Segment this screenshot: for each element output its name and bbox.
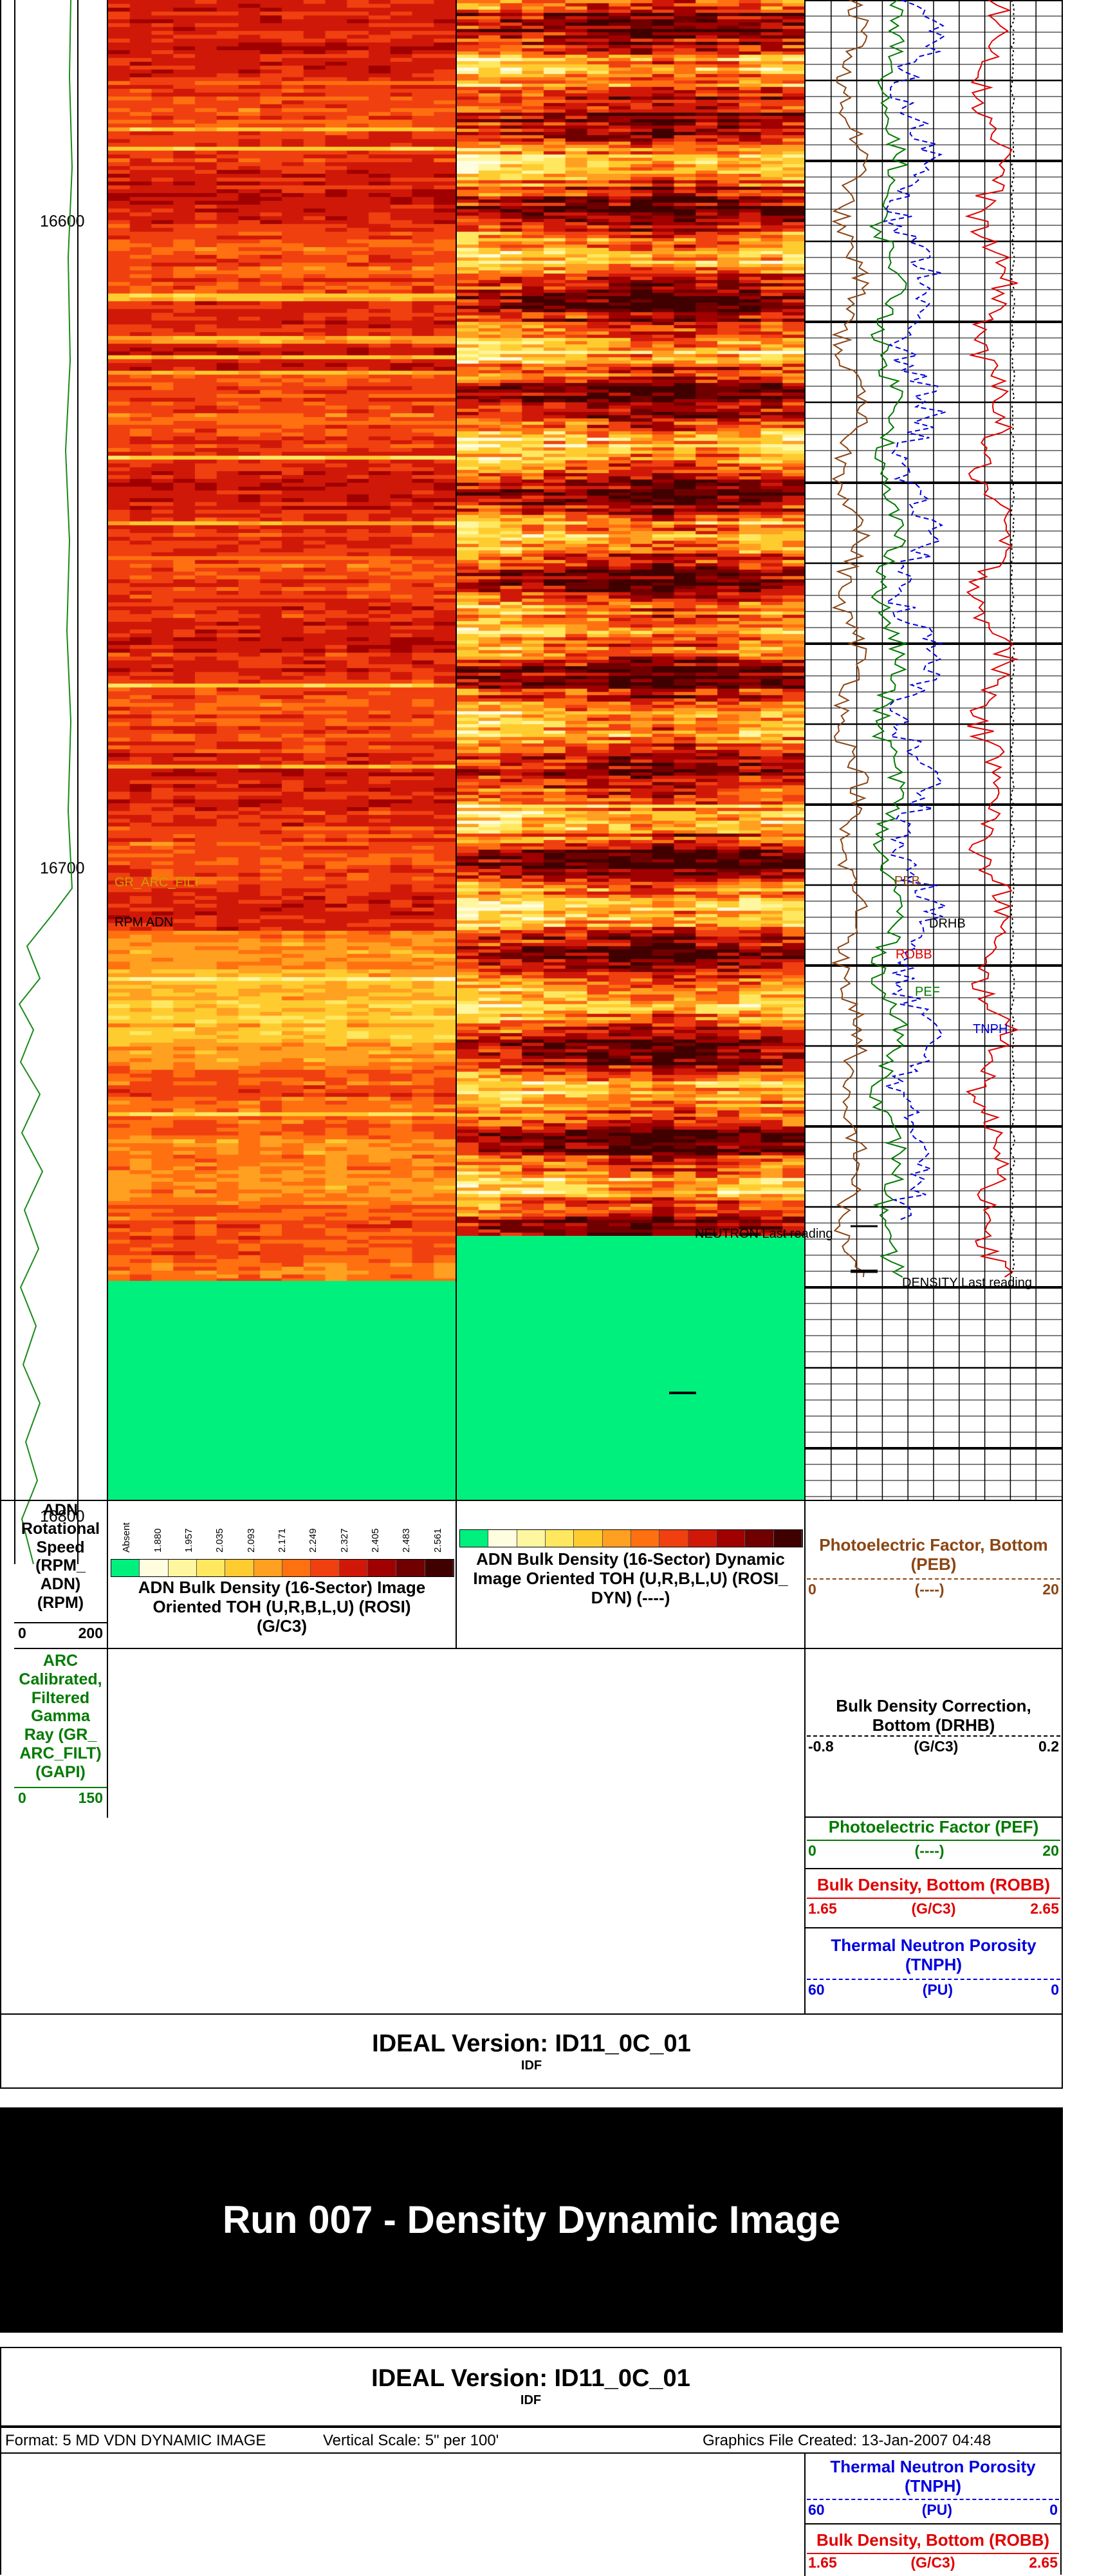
legend-pef: Photoelectric Factor (PEF) 0 (----) 20	[806, 1817, 1062, 1876]
legend-rosi-colorbar	[111, 1559, 454, 1577]
rosi-tick-label: 1.880	[152, 1528, 163, 1553]
rosi-tick-label: 1.957	[183, 1528, 194, 1553]
header2-format: Format: 5 MD VDN DYNAMIC IMAGE	[5, 2432, 266, 2449]
legend-drhb-scale: -0.8 (G/C3) 0.2	[808, 1738, 1059, 1755]
annotation-peb: PEB	[894, 874, 921, 888]
legend-rosi-title: ADN Bulk Density (16-Sector) Image Orien…	[138, 1578, 426, 1636]
rosi-tick-label: Absent	[121, 1522, 133, 1553]
legend-robb: Bulk Density, Bottom (ROBB) 1.65 (G/C3) 2.…	[806, 1869, 1062, 1927]
annotation-pef: PEF	[915, 985, 940, 999]
legend-robb-scale: 1.65 (G/C3) 2.65	[808, 1900, 1059, 1917]
annotation-rpm-adn: RPM ADN	[115, 915, 174, 929]
legend-gr-scale: 0 150	[18, 1789, 103, 1806]
annotation-tnph: TNPH	[973, 1022, 1008, 1036]
rosi-dynamic-image: NEUTRON Last reading	[457, 0, 833, 1500]
header2-created: Graphics File Created: 13-Jan-2007 04:48	[703, 2432, 991, 2449]
annotation-density-last: DENSITY Last reading	[902, 1276, 1032, 1290]
legend-tnph-title: Thermal Neutron Porosity (TNPH)	[831, 1936, 1037, 1974]
header2-version: IDEAL Version: ID11_0C_01	[371, 2365, 690, 2392]
annotation-neutron-last: NEUTRON Last reading	[695, 1227, 833, 1241]
rpm-curve	[18, 0, 73, 1564]
rosi-static-image: GR_ARC_FILT RPM ADN	[108, 0, 456, 1500]
legend-pef-title: Photoelectric Factor (PEF)	[828, 1817, 1039, 1836]
rosi-tick-label: 2.249	[308, 1528, 319, 1553]
legend-rosi-ticks: Absent 1.880 1.957 2.035 2.093 2.171 2.249 2.32…	[108, 1501, 456, 1558]
footer-version-sub: IDF	[521, 2058, 542, 2073]
curve-track: PEB DRHB ROBB PEF TNPH DENSITY Last read…	[806, 0, 1062, 1500]
run-banner: Run 007 - Density Dynamic Image	[0, 2107, 1063, 2333]
header2-legend-tnph: Thermal Neutron Porosity (TNPH) 60 (PU) 0	[806, 2455, 1060, 2518]
rosi-tick-label: 2.035	[214, 1528, 226, 1553]
header2-version-sub: IDF	[520, 2393, 542, 2407]
legend-tnph-scale: 60 (PU) 0	[808, 1981, 1059, 1998]
run-banner-title: Run 007 - Density Dynamic Image	[222, 2198, 841, 2241]
rosi-tick-label: 2.327	[338, 1528, 350, 1553]
depth-label-16600: 16600	[40, 212, 85, 230]
rosi-tick-label: 2.561	[432, 1528, 443, 1553]
rosi-tick-label: 2.405	[370, 1528, 382, 1553]
legend-rosi: Absent 1.880 1.957 2.035 2.093 2.171 2.249 2.32…	[108, 1501, 456, 1648]
rosi-absent-zone	[108, 1281, 456, 1500]
legend-gr-title: ARC Calibrated, Filtered Gamma Ray (GR_ …	[19, 1652, 102, 1781]
rosi-tick-label: 2.171	[277, 1528, 288, 1553]
legend-drhb: Bulk Density Correction, Bottom (DRHB) -…	[806, 1649, 1062, 1816]
depth-label-16700: 16700	[40, 859, 85, 877]
legend-drhb-title: Bulk Density Correction, Bottom (DRHB)	[836, 1696, 1031, 1735]
legend-tnph: Thermal Neutron Porosity (TNPH) 60 (PU) 0	[806, 1928, 1062, 2006]
header2-scale: Vertical Scale: 5" per 100'	[323, 2432, 499, 2449]
legend-peb: Photoelectric Factor, Bottom (PEB) 0 (---…	[806, 1501, 1062, 1648]
legend-rosi-dyn: ADN Bulk Density (16-Sector) Dynamic Ima…	[457, 1501, 804, 1648]
depth-track: 16600 16700 16800	[14, 0, 85, 1564]
header2-legend-robb: Bulk Density, Bottom (ROBB) 1.65 (G/C3) 2.…	[807, 2530, 1059, 2571]
footer-version-box: IDEAL Version: ID11_0C_01 IDF	[0, 2015, 1063, 2089]
annotation-gr-arc-filt: GR_ARC_FILT	[115, 875, 201, 890]
rosi-tick-label: 2.093	[245, 1528, 257, 1553]
annotation-drhb: DRHB	[929, 917, 966, 931]
legend-rpm-title: ADN Rotational Speed (RPM_ ADN) (RPM)	[21, 1501, 100, 1612]
legend-peb-scale: 0 (----) 20	[808, 1581, 1059, 1598]
header2-box: IDEAL Version: ID11_0C_01 IDF Format: 5 …	[0, 2347, 1062, 2576]
legend-peb-title: Photoelectric Factor, Bottom (PEB)	[819, 1535, 1048, 1574]
legend-dyn-colorbar	[459, 1529, 803, 1547]
log-area: 16600 16700 16800 GR_ARC_FILT RPM ADN NE…	[14, 0, 1063, 1564]
depth-label-16800: 16800	[40, 1507, 85, 1526]
dyn-absent-zone	[457, 1236, 804, 1500]
rosi-tick-label: 2.483	[401, 1528, 412, 1553]
annotation-robb: ROBB	[896, 947, 932, 962]
legend-gr: ARC Calibrated, Filtered Gamma Ray (GR_ …	[14, 1650, 107, 1818]
legend-rpm-scale: 0 200	[18, 1625, 103, 1641]
legend-pef-scale: 0 (----) 20	[808, 1842, 1059, 1859]
legend-robb-title: Bulk Density, Bottom (ROBB)	[816, 1875, 1051, 1894]
legend-dyn-title: ADN Bulk Density (16-Sector) Dynamic Ima…	[473, 1549, 788, 1607]
footer-version: IDEAL Version: ID11_0C_01	[372, 2030, 691, 2057]
